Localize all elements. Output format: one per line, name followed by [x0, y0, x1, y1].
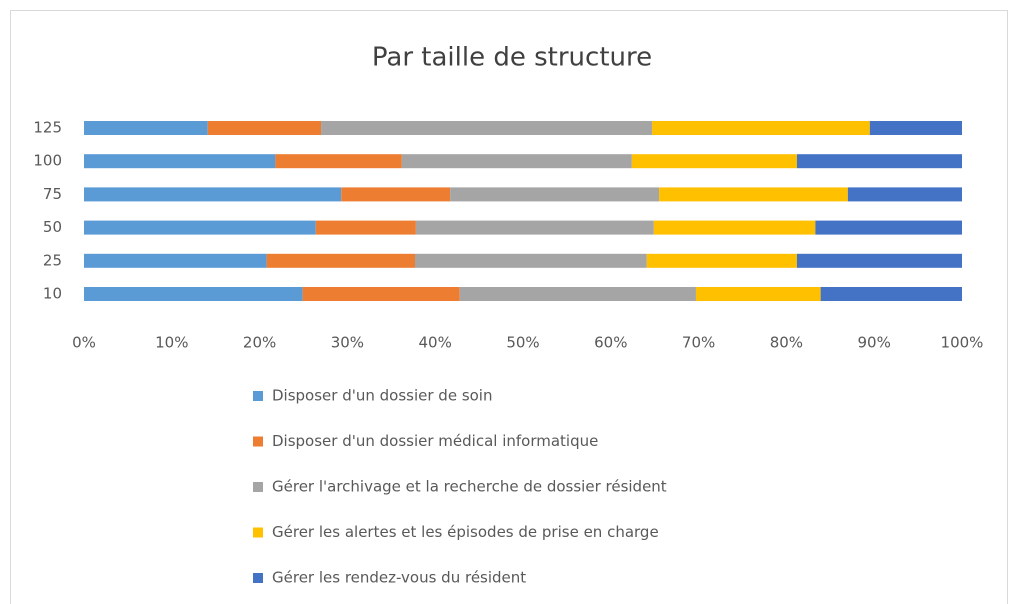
- bar-segment: [341, 187, 451, 202]
- bar-segment: [401, 154, 632, 169]
- bar-segment: [646, 253, 797, 268]
- legend-label: Gérer l'archivage et la recherche de dos…: [272, 478, 667, 496]
- x-tick-label: 100%: [941, 334, 984, 352]
- bar-segment: [652, 121, 870, 135]
- legend-label: Gérer les rendez-vous du résident: [272, 569, 526, 587]
- bar-segment: [315, 220, 416, 235]
- legend-label: Disposer d'un dossier de soin: [272, 387, 492, 405]
- x-tick-label: 40%: [419, 334, 452, 352]
- bar-segment: [275, 154, 402, 169]
- chart-title: Par taille de structure: [372, 43, 652, 73]
- y-tick-label: 75: [43, 185, 62, 203]
- bar-segment: [415, 253, 647, 268]
- bar-segment: [207, 121, 322, 135]
- legend-label: Disposer d'un dossier médical informatiq…: [272, 432, 598, 450]
- y-tick-label: 125: [33, 119, 62, 137]
- bar-segment: [84, 187, 342, 202]
- x-tick-label: 80%: [770, 334, 803, 352]
- bar-segment: [459, 287, 696, 301]
- x-tick-label: 50%: [506, 334, 539, 352]
- bar-segment: [847, 187, 962, 202]
- x-tick-label: 0%: [72, 334, 96, 352]
- bar-segment: [84, 287, 303, 301]
- x-tick-label: 70%: [682, 334, 715, 352]
- legend-swatch: [253, 391, 263, 401]
- bar-segment: [820, 287, 962, 301]
- bar-segment: [266, 253, 416, 268]
- x-tick-label: 90%: [858, 334, 891, 352]
- y-tick-label: 25: [43, 251, 62, 269]
- legend-swatch: [253, 436, 263, 447]
- bar-segment: [695, 287, 821, 301]
- x-tick-label: 60%: [594, 334, 627, 352]
- legend-swatch: [253, 573, 263, 583]
- bar-segment: [84, 154, 276, 169]
- bar-segment: [302, 287, 460, 301]
- bar-segment: [631, 154, 797, 169]
- chart-border: [10, 10, 1008, 604]
- bar-segment: [84, 220, 316, 235]
- bar-segment: [84, 121, 208, 135]
- x-tick-label: 30%: [331, 334, 364, 352]
- bar-segment: [815, 220, 962, 235]
- bar-segment: [796, 154, 962, 169]
- bar-segment: [415, 220, 654, 235]
- bar-segment: [450, 187, 660, 202]
- legend-swatch: [253, 527, 263, 538]
- bar-segment: [653, 220, 816, 235]
- y-tick-label: 100: [33, 152, 62, 170]
- legend-label: Gérer les alertes et les épisodes de pri…: [272, 523, 659, 541]
- bar-segment: [869, 121, 962, 135]
- y-tick-label: 10: [43, 285, 62, 303]
- bar-segment: [659, 187, 848, 202]
- bar-segment: [84, 253, 267, 268]
- bar-segment: [321, 121, 653, 135]
- y-tick-label: 50: [43, 218, 62, 236]
- bar-segment: [796, 253, 962, 268]
- x-tick-label: 20%: [243, 334, 276, 352]
- x-tick-label: 10%: [155, 334, 188, 352]
- legend-swatch: [253, 482, 263, 492]
